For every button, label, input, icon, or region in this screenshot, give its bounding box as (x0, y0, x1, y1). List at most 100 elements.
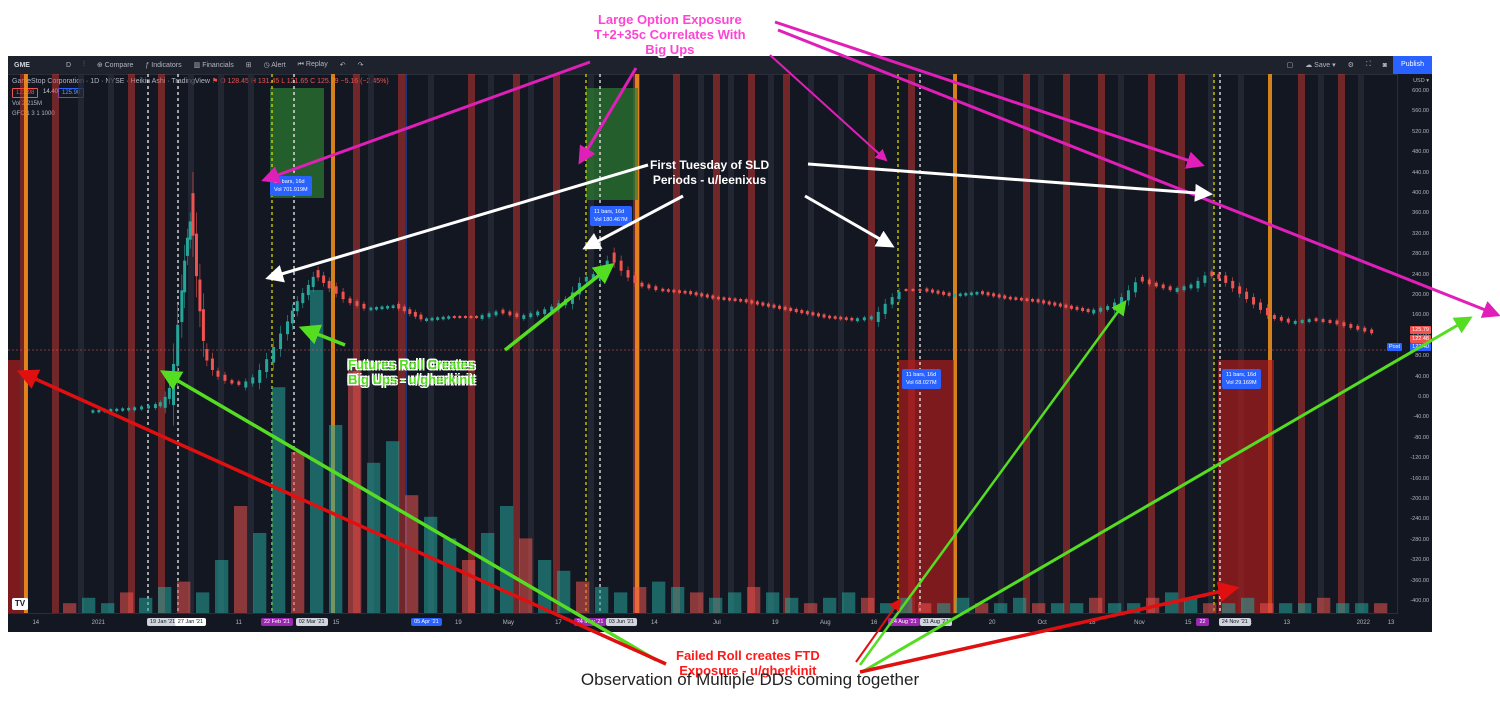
fullscreen-toggle-icon[interactable]: ▢ (1286, 62, 1294, 69)
figure-caption: Observation of Multiple DDs coming toget… (580, 670, 920, 689)
candle (91, 410, 95, 413)
candle (463, 316, 467, 318)
sld-tuesday-annotation: First Tuesday of SLD Periods - u/leenixu… (650, 158, 770, 187)
candle (1335, 320, 1339, 325)
candle (1069, 305, 1073, 309)
candle (115, 408, 119, 412)
orange-band (635, 74, 639, 614)
time-tick: Jul (713, 620, 721, 626)
volume-bar (253, 533, 267, 614)
candle (515, 313, 519, 318)
candle (1075, 306, 1079, 310)
toolbar-right: ▢ ☁ Save ▾ ⚙ ⛶ ◙ Publish (1281, 56, 1432, 74)
camera-icon[interactable]: ◙ (1382, 61, 1388, 69)
grey-band (728, 74, 734, 614)
grey-band (808, 74, 814, 614)
candle (661, 288, 665, 292)
red-band (1148, 74, 1155, 614)
candle (816, 313, 820, 317)
date-badge: 19 Jan '21 (147, 618, 179, 626)
red-band (20, 74, 27, 614)
candle (301, 293, 305, 304)
candle (570, 292, 574, 304)
candle (1008, 296, 1012, 300)
red-band (868, 74, 875, 614)
candle (1224, 275, 1228, 283)
candle (953, 294, 957, 297)
candle (647, 284, 651, 289)
expand-icon[interactable]: ⛶ (1365, 61, 1371, 68)
price-tick: 520.00 (1412, 128, 1429, 135)
candle (1019, 297, 1023, 301)
candle (109, 409, 113, 412)
candle (1154, 282, 1158, 287)
candle (244, 381, 248, 388)
volume-bar (500, 506, 514, 614)
candle (140, 406, 144, 410)
publish-button[interactable]: Publish (1393, 56, 1432, 74)
settings-gear-icon[interactable]: ⚙ (1347, 62, 1354, 69)
candle (1328, 320, 1332, 323)
candle (1182, 286, 1186, 291)
price-plot[interactable] (8, 74, 1398, 614)
price-tick: -280.00 (1410, 536, 1429, 543)
candle (408, 309, 412, 314)
rewind-icon: ⏮ (297, 61, 306, 68)
flag-icon: ⚑ (211, 78, 221, 85)
volume-bar (747, 587, 761, 614)
alert-button[interactable]: ◷ Alert (263, 62, 286, 69)
candle (1265, 307, 1269, 316)
compare-button[interactable]: ⊕ Compare (96, 62, 134, 69)
red-band (1338, 74, 1345, 614)
price-tick: 200.00 (1412, 292, 1429, 298)
layout-icon[interactable]: ⊞ (245, 62, 252, 69)
candle (755, 301, 759, 305)
grey-band (488, 74, 494, 614)
financials-button[interactable]: ▥ Financials (193, 62, 234, 69)
candle (772, 304, 776, 308)
candle (508, 311, 512, 316)
volume-bar (595, 587, 609, 614)
currency-label[interactable]: USD ▾ (1413, 78, 1429, 84)
candle (761, 302, 765, 306)
symbol-search[interactable]: GME (14, 61, 30, 69)
price-tick: -160.00 (1410, 475, 1429, 482)
gfc-legend: GFC 1 3 1 1000 (12, 111, 55, 117)
date-badge: 05 Apr '21 (411, 618, 442, 626)
candle (1321, 319, 1325, 323)
candle (716, 296, 720, 300)
fx-icon: ƒ (145, 61, 152, 69)
redo-icon[interactable]: ↷ (357, 62, 364, 69)
time-axis[interactable]: 14 2021 11 15 19 May 17 14 Jul 19 Aug 16 20 Oct 18 Nov 1… (8, 613, 1398, 632)
date-badge: 22 (1196, 618, 1209, 626)
candle (1003, 295, 1007, 299)
candle (1363, 327, 1367, 332)
candle (1036, 299, 1040, 303)
candle (286, 321, 289, 335)
price-tick: 320.00 (1412, 230, 1429, 237)
candle (550, 306, 554, 312)
candle (766, 303, 770, 307)
volume-bar (538, 560, 552, 614)
candle (369, 307, 373, 311)
candle (402, 306, 406, 312)
candle (1140, 276, 1144, 282)
volume-bar (120, 592, 134, 614)
replay-button[interactable]: ⏮ Replay (297, 61, 328, 68)
indicators-button[interactable]: ƒ Indicators (145, 61, 182, 69)
candle (822, 314, 826, 318)
red-band (398, 74, 405, 614)
candle (958, 293, 962, 297)
candle (947, 292, 951, 296)
volume-bar (671, 587, 685, 614)
candle (487, 313, 491, 318)
chart-frame[interactable]: GME D ⫶ ⊕ Compare ƒ Indicators ▥ Financi… (8, 56, 1432, 632)
chart-type-icon[interactable]: ⫶ (83, 61, 85, 68)
undo-icon[interactable]: ↶ (339, 62, 346, 69)
measure-box-aug: 11 bars, 16d Vol 68.027M (902, 369, 941, 389)
volume-bar (462, 560, 476, 614)
candle (290, 310, 294, 324)
candle (911, 289, 915, 291)
save-button[interactable]: ☁ Save ▾ (1305, 62, 1336, 69)
interval-button[interactable]: D (66, 61, 72, 69)
